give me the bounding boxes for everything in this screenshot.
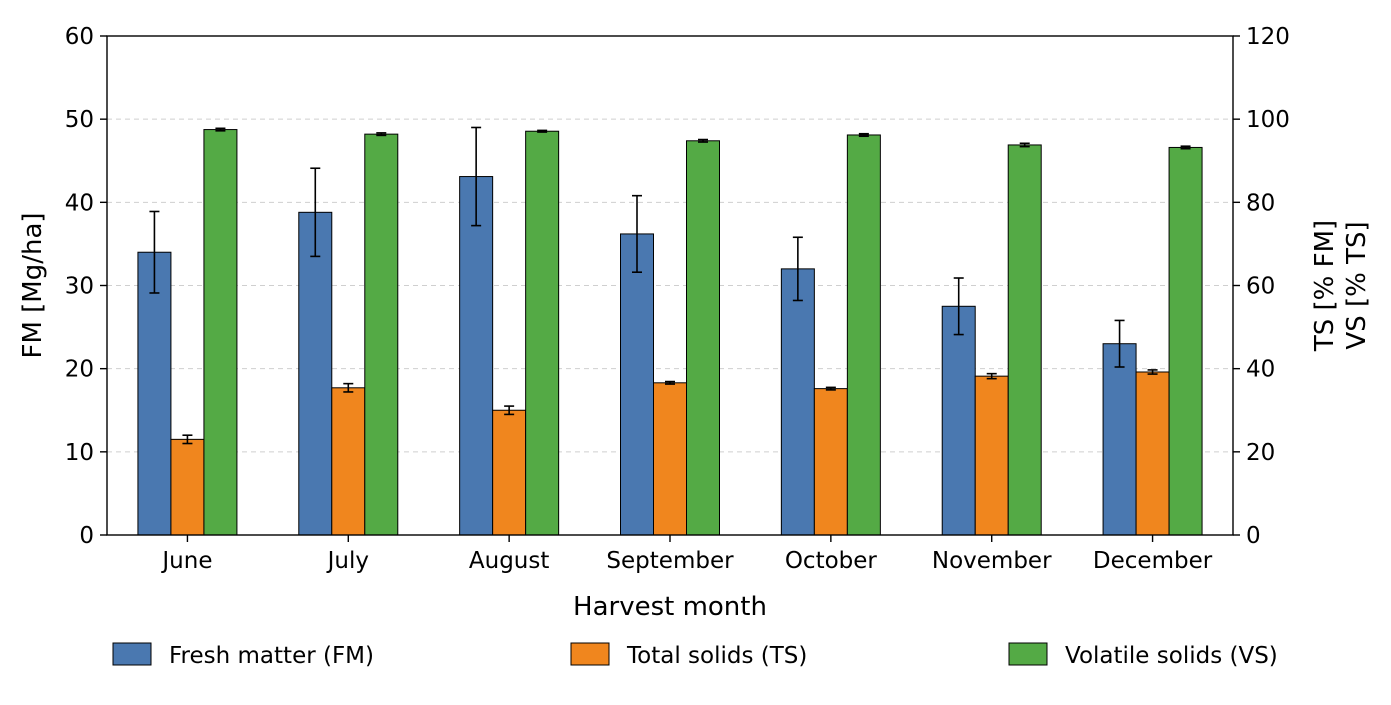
y-right-tick-label: 0 (1246, 523, 1261, 549)
bar (653, 382, 687, 536)
y-left-tick-label: 60 (65, 24, 94, 50)
bar (459, 176, 494, 536)
bar (1102, 343, 1137, 536)
x-axis-title: Harvest month (573, 592, 767, 622)
bar (331, 387, 366, 536)
y-right-tick-label: 80 (1246, 190, 1275, 216)
y-right-tick-label: 40 (1246, 357, 1275, 383)
bar (1168, 146, 1203, 536)
bar (298, 211, 333, 536)
y-right-tick-label: 100 (1246, 107, 1290, 133)
bar (137, 251, 172, 536)
y-axis-left-title: FM [Mg/ha] (18, 212, 48, 358)
x-tick-label: November (932, 548, 1052, 574)
tick-labels: 0 10 20 30 40 50 60 0 20 40 60 80 100 120 June July Augu… (65, 24, 1290, 574)
bar (1007, 144, 1042, 536)
legend-label-vs: Volatile solids (VS) (1065, 643, 1278, 669)
ticks (100, 35, 1240, 542)
bar (492, 409, 527, 536)
y-left-tick-label: 30 (65, 274, 94, 300)
bar (813, 388, 848, 536)
bars (137, 129, 1203, 536)
legend-swatch-fm (112, 642, 152, 666)
error-bars (149, 126, 1191, 445)
bar (974, 375, 1009, 536)
bar (203, 129, 238, 536)
y-left-tick-label: 20 (65, 357, 94, 383)
bar (525, 130, 560, 536)
bar (686, 140, 720, 536)
x-tick-label: June (160, 548, 212, 574)
x-tick-label: October (785, 548, 878, 574)
bar (941, 305, 976, 536)
bar (846, 134, 881, 536)
x-tick-label: July (326, 548, 369, 574)
legend-label-fm: Fresh matter (FM) (169, 643, 374, 669)
y-left-tick-label: 10 (65, 440, 94, 466)
bar (1135, 371, 1170, 536)
y-axis-right-title-line2: VS [% TS] (1342, 221, 1372, 349)
legend-swatch-vs (1008, 642, 1048, 666)
bar (170, 438, 205, 536)
x-tick-label: September (606, 548, 734, 574)
bar (780, 268, 815, 536)
y-axis-right-title-line1: TS [% FM] (1310, 220, 1340, 352)
bar (364, 133, 399, 536)
legend-label-ts: Total solids (TS) (626, 643, 807, 669)
y-right-tick-label: 120 (1246, 24, 1290, 50)
y-left-tick-label: 50 (65, 107, 94, 133)
legend: Fresh matter (FM) Total solids (TS) Vola… (112, 642, 1278, 669)
x-tick-label: December (1093, 548, 1213, 574)
bar (620, 233, 654, 536)
y-right-tick-label: 20 (1246, 440, 1275, 466)
legend-swatch-ts (570, 642, 610, 666)
y-left-tick-label: 0 (79, 523, 94, 549)
y-left-tick-label: 40 (65, 190, 94, 216)
y-right-tick-label: 60 (1246, 274, 1275, 300)
x-tick-label: August (469, 548, 550, 574)
